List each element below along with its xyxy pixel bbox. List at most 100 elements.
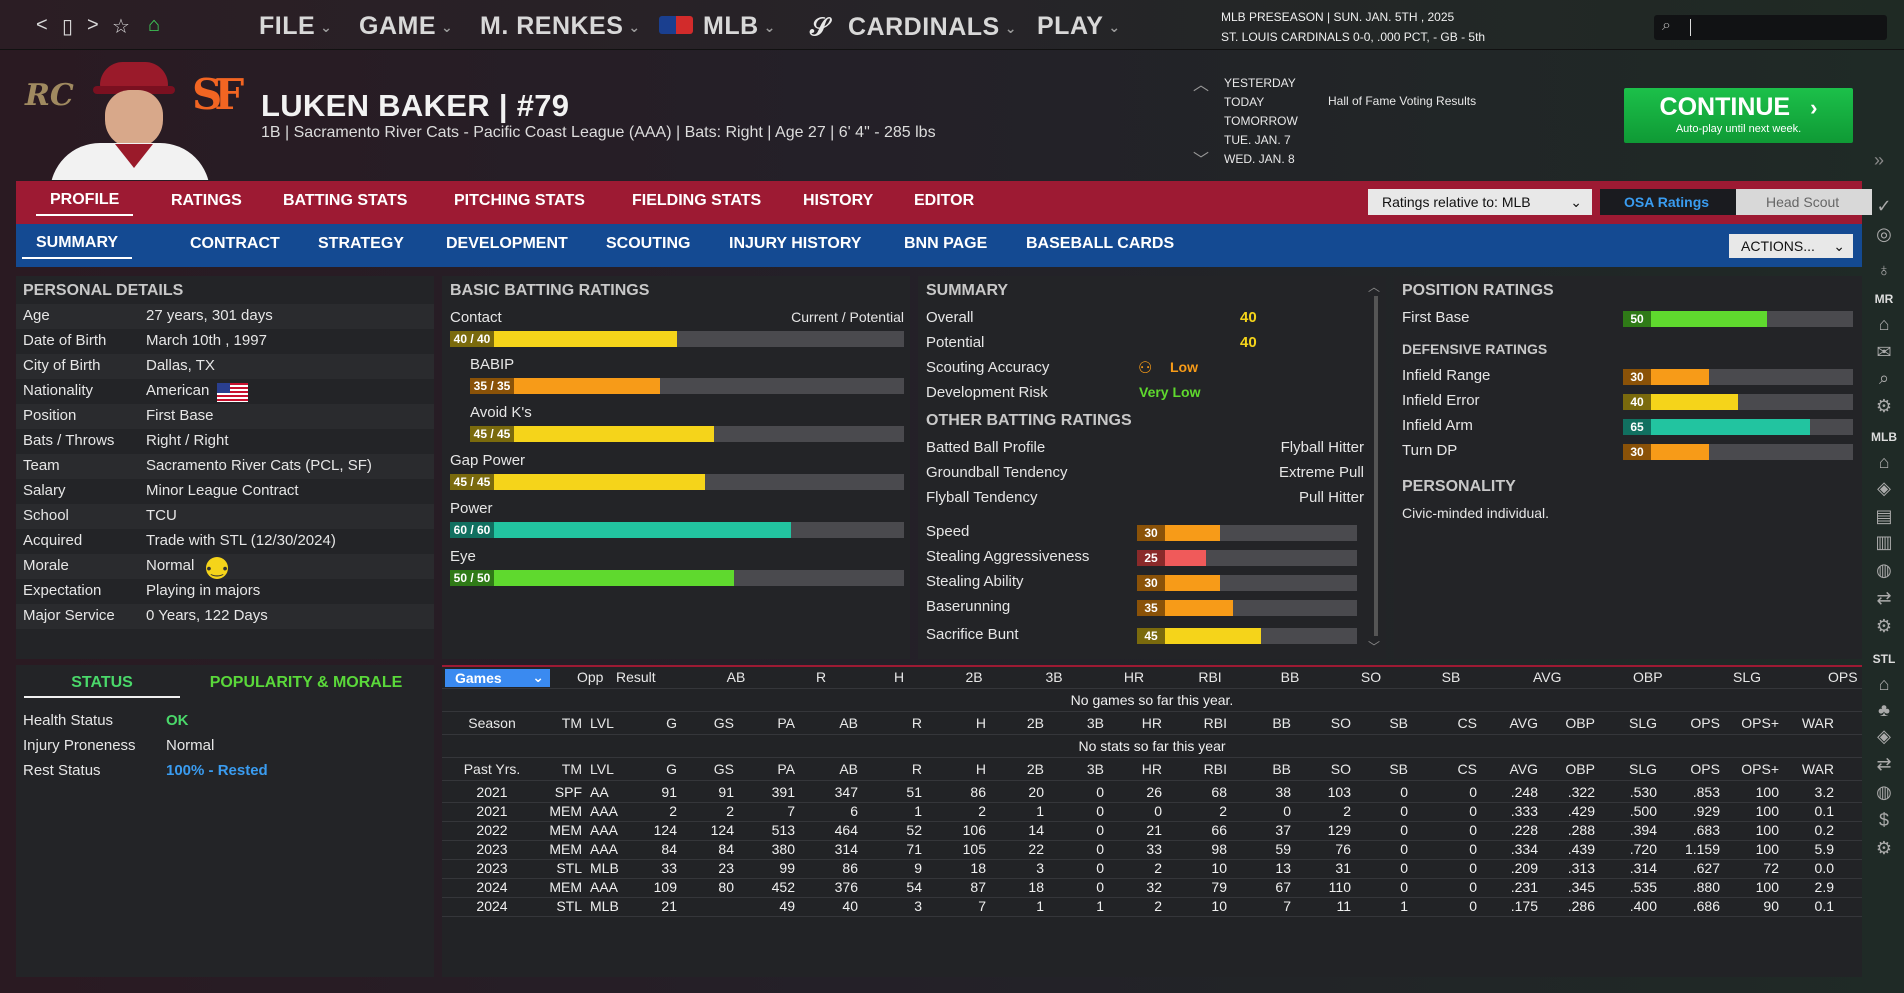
stats-cell: 314	[834, 841, 858, 857]
sidebar-section-mr: MR	[1874, 292, 1894, 306]
menu-manager[interactable]: M. RENKES ⌄	[480, 12, 641, 41]
chevron-right-icon: ›	[1810, 95, 1818, 120]
stats-cell: 0	[1400, 822, 1408, 838]
tab-injury-history[interactable]: INJURY HISTORY	[729, 235, 862, 252]
overall-label: Overall	[926, 309, 974, 326]
stats-cell: MEM	[549, 879, 582, 895]
row-background	[16, 404, 434, 429]
menu-mlb-label: MLB	[703, 12, 759, 40]
search-input[interactable]: ⌕	[1654, 15, 1887, 40]
tab-scouting[interactable]: SCOUTING	[606, 235, 691, 252]
diamond-icon[interactable]: ◈	[1877, 726, 1891, 746]
search-icon[interactable]: ⌕	[1878, 368, 1890, 388]
other-rating-bar: 25	[1137, 550, 1357, 566]
tab-bnn-page[interactable]: BNN PAGE	[904, 235, 988, 252]
transfer-icon[interactable]: ⇄	[1876, 588, 1892, 608]
check-icon[interactable]: ✓	[1876, 196, 1892, 216]
ratings-relative-select[interactable]: Ratings relative to: MLB ⌄	[1368, 189, 1592, 215]
date-item[interactable]: TUE. JAN. 7	[1224, 133, 1291, 147]
chevron-down-icon[interactable]: ﹀	[1368, 640, 1381, 654]
tab-development[interactable]: DEVELOPMENT	[446, 235, 568, 252]
tab-status[interactable]: STATUS	[24, 668, 180, 698]
chevron-down-icon: ⌄	[1833, 238, 1845, 254]
home-icon[interactable]: ⌂	[1878, 314, 1890, 334]
dollar-icon[interactable]: $	[1878, 810, 1889, 830]
chart-icon[interactable]: ▥	[1875, 532, 1893, 552]
window-icon[interactable]: ▯	[62, 16, 74, 38]
roster-icon[interactable]: ♣	[1878, 700, 1890, 720]
stats-cell: 3.2	[1814, 784, 1834, 800]
chevron-up-icon[interactable]: ︿	[1368, 280, 1381, 294]
stats-column-header: SO	[1330, 761, 1351, 777]
date-item[interactable]: TODAY	[1224, 95, 1265, 109]
back-icon[interactable]: <	[36, 14, 48, 36]
stats-cell: 100	[1755, 841, 1779, 857]
mail-icon[interactable]: ✉	[1876, 342, 1892, 362]
menu-game[interactable]: GAME ⌄	[359, 12, 453, 41]
stats-cell: 0	[1469, 860, 1477, 876]
tab-strategy[interactable]: STRATEGY	[318, 235, 404, 252]
scrollbar[interactable]	[1374, 296, 1378, 636]
globe-icon[interactable]: ◎	[1876, 224, 1892, 244]
continue-button[interactable]: CONTINUE › Auto-play until next week.	[1624, 88, 1853, 143]
tab-fielding-stats[interactable]: FIELDING STATS	[632, 192, 762, 209]
tab-baseball-cards[interactable]: BASEBALL CARDS	[1026, 235, 1175, 252]
menu-play[interactable]: PLAY ⌄	[1037, 12, 1121, 41]
tab-ratings[interactable]: RATINGS	[171, 192, 242, 209]
chevron-up-icon[interactable]: ︿	[1193, 77, 1210, 94]
date-item[interactable]: TOMORROW	[1224, 114, 1298, 128]
chevron-down-icon: ⌄	[441, 18, 454, 35]
other-rating-bar-value: 30	[1137, 525, 1165, 541]
menu-file[interactable]: FILE ⌄	[259, 12, 332, 41]
collapse-panel-icon[interactable]: »	[1874, 150, 1885, 170]
tab-batting-stats[interactable]: BATTING STATS	[283, 192, 408, 209]
actions-select[interactable]: ACTIONS... ⌄	[1729, 234, 1853, 258]
forward-icon[interactable]: >	[87, 14, 99, 36]
tab-profile[interactable]: PROFILE	[36, 191, 134, 216]
date-item[interactable]: YESTERDAY	[1224, 76, 1296, 90]
stats-cell: 2	[1154, 898, 1162, 914]
gear-icon[interactable]: ⚙	[1875, 396, 1893, 416]
transfer-icon[interactable]: ⇄	[1876, 754, 1892, 774]
date-item[interactable]: WED. JAN. 8	[1224, 152, 1295, 166]
detail-label: Bats / Throws	[23, 432, 115, 449]
tab-popularity-morale[interactable]: POPULARITY & MORALE	[209, 674, 403, 691]
menu-cardinals[interactable]: 𝒮 CARDINALS ⌄	[810, 12, 1017, 42]
tab-editor[interactable]: EDITOR	[914, 192, 975, 209]
tab-pitching-stats[interactable]: PITCHING STATS	[454, 192, 585, 209]
stats-cell: 2024	[476, 879, 508, 895]
home-icon[interactable]: ⌂	[148, 14, 161, 36]
diamond-icon[interactable]: ◈	[1877, 478, 1891, 498]
menu-mlb[interactable]: MLB ⌄	[659, 12, 776, 41]
tab-summary[interactable]: SUMMARY	[22, 234, 133, 259]
chevron-down-icon: ⌄	[1570, 194, 1582, 210]
lightbulb-icon[interactable]: ♁	[1877, 260, 1891, 280]
games-column-header: Opp	[577, 669, 604, 685]
gear-icon[interactable]: ⚙	[1875, 616, 1893, 636]
games-select[interactable]: Games ⌄	[445, 669, 550, 687]
chevron-down-icon[interactable]: ﹀	[1193, 152, 1210, 169]
osa-ratings-button[interactable]: OSA Ratings	[1600, 189, 1736, 215]
stats-cell: MEM	[549, 803, 582, 819]
stats-cell: 68	[1211, 784, 1227, 800]
stats-cell: 91	[661, 784, 677, 800]
news-icon[interactable]: ▤	[1875, 506, 1893, 526]
status-value: OK	[166, 712, 189, 729]
tab-history[interactable]: HISTORY	[803, 192, 874, 209]
stats-cell: 5.9	[1814, 841, 1834, 857]
detail-value: Right / Right	[146, 432, 229, 449]
home-icon[interactable]: ⌂	[1878, 674, 1890, 694]
star-icon[interactable]: ☆	[112, 16, 130, 38]
stats-cell: 100	[1755, 784, 1779, 800]
batting-rating-label: Contact	[450, 309, 502, 326]
no-stats-message: No stats so far this year	[1078, 738, 1226, 754]
gear-icon[interactable]: ⚙	[1875, 838, 1893, 858]
stats-cell: 67	[1275, 879, 1291, 895]
stats-cell: 18	[970, 860, 986, 876]
baseball-icon[interactable]: ◍	[1876, 782, 1892, 802]
home-icon[interactable]: ⌂	[1878, 452, 1890, 472]
head-scout-button[interactable]: Head Scout	[1736, 189, 1872, 215]
event-text[interactable]: Hall of Fame Voting Results	[1328, 94, 1477, 108]
tab-contract[interactable]: CONTRACT	[190, 235, 280, 252]
baseball-icon[interactable]: ◍	[1876, 560, 1892, 580]
